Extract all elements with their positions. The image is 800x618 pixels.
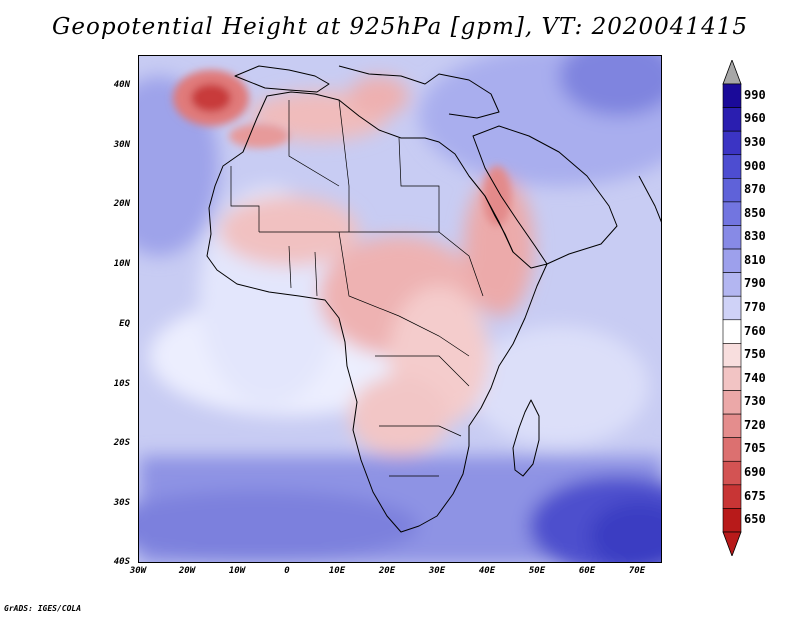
colorbar-label-705: 705 [744,441,766,456]
lon-label-70e: 70E [628,566,646,576]
colorbar-label-830: 830 [744,229,766,244]
lon-label-30w: 30W [129,566,147,576]
credit-text: GrADS: IGES/COLA [4,604,82,613]
lat-label-40n: 40N [113,80,130,90]
colorbar-label-790: 790 [744,276,766,291]
colorbar-swatch-720 [722,413,742,438]
lat-label-30n: 30N [113,140,130,150]
colorbar-label-930: 930 [744,134,766,149]
colorbar-swatch-690 [722,460,742,486]
lat-label-10s: 10S [113,379,130,389]
colorbar-swatch-675 [722,484,742,509]
colorbar-label-720: 720 [744,417,766,432]
colorbar-swatch-750 [722,343,742,368]
map-title: Geopotential Height at 925hPa [gpm], VT:… [52,14,748,40]
lat-label-40s: 40S [113,557,130,567]
colorbar-swatch-990 [722,83,742,108]
colorbar-label-810: 810 [744,252,766,267]
colorbar-label-760: 760 [744,323,766,338]
colorbar-swatch-930 [722,130,742,156]
colorbar-label-740: 740 [744,370,766,385]
colorbar-swatch-810 [722,248,742,273]
colorbar-label-750: 750 [744,347,766,362]
colorbar-bottom-arrow [722,531,742,556]
lon-label-60e: 60E [578,566,596,576]
colorbar-swatch-760 [722,319,742,344]
map-panel [138,55,662,563]
colorbar-swatch-730 [722,390,742,415]
lat-label-10n: 10N [113,259,130,269]
colorbar-swatch-705 [722,437,742,462]
field-highs [173,70,511,226]
lon-label-10e: 10E [328,566,346,576]
colorbar-label-990: 990 [744,87,766,102]
colorbar-swatch-830 [722,225,742,250]
lat-label-eq: EQ [119,319,130,329]
colorbar-label-960: 960 [744,111,766,126]
colorbar-label-850: 850 [744,205,766,220]
colorbar-swatch-850 [722,201,742,226]
lon-label-40e: 40E [478,566,496,576]
lon-label-30e: 30E [428,566,446,576]
lat-label-30s: 30S [113,498,130,508]
coastlines [206,65,661,533]
lon-label-50e: 50E [528,566,546,576]
colorbar-label-870: 870 [744,182,766,197]
lon-label-20e: 20E [378,566,396,576]
colorbar-swatch-740 [722,366,742,391]
colorbar [722,60,742,556]
lon-label-0: 0 [284,566,290,576]
colorbar-label-650: 650 [744,512,766,527]
colorbar-swatch-960 [722,107,742,132]
lat-label-20s: 20S [113,438,130,448]
colorbar-label-770: 770 [744,300,766,314]
colorbar-swatch-650 [722,508,742,533]
colorbar-label-900: 900 [744,158,766,173]
colorbar-swatch-770 [722,295,742,321]
lon-label-10w: 10W [228,566,246,576]
country-borders [230,99,484,477]
geopotential-field [139,56,661,562]
colorbar-label-675: 675 [744,488,766,503]
lat-label-20n: 20N [113,199,130,209]
colorbar-swatch-870 [722,178,742,203]
colorbar-label-730: 730 [744,394,766,409]
colorbar-swatch-790 [722,272,742,297]
colorbar-label-690: 690 [744,465,766,480]
lon-label-20w: 20W [178,566,196,576]
colorbar-swatch-900 [722,154,742,179]
colorbar-top-arrow [722,60,742,85]
